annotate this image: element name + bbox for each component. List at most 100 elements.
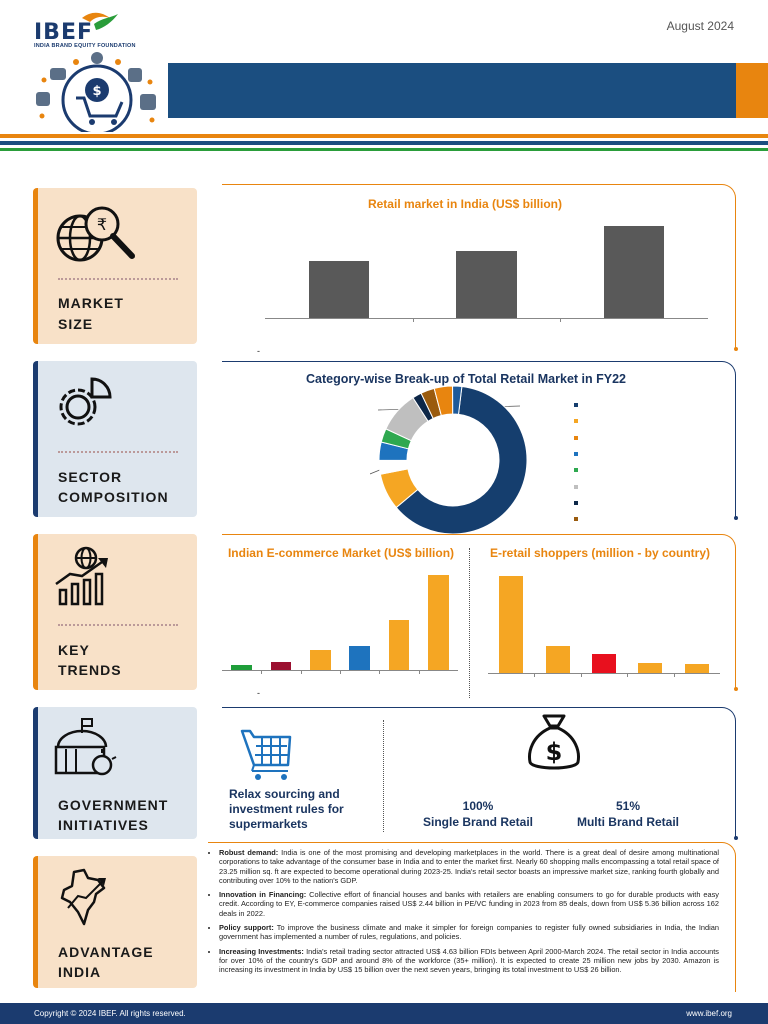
- axis-tick: [580, 673, 582, 677]
- chart-bar: [349, 646, 370, 670]
- axis-tick: [534, 673, 536, 677]
- axis-tick: [379, 670, 381, 674]
- legend-marker: [574, 451, 578, 456]
- chart-bar: [270, 662, 292, 670]
- chart-bar: [456, 251, 517, 318]
- advantage-item: Increasing Investments: India's retail t…: [219, 947, 719, 975]
- axis-tick: [673, 673, 675, 677]
- axis-tick: [418, 670, 420, 674]
- logo-swoosh-icon: [82, 12, 118, 30]
- chart-bar: [388, 619, 410, 670]
- panel-end-dot: [734, 836, 738, 840]
- retail-cart-icon: $: [36, 52, 156, 132]
- svg-text:₹: ₹: [97, 215, 107, 234]
- card-market-size: ₹ MARKET SIZE: [33, 188, 197, 344]
- trends-panel-frame: [222, 534, 736, 690]
- advantage-item: Policy support: To improve the business …: [219, 923, 719, 942]
- composition-legend: [572, 403, 592, 529]
- chart-bar: [545, 645, 570, 673]
- chart-bar: [428, 574, 449, 670]
- chart-bar: [591, 653, 617, 673]
- advantage-list: Robust demand: India is one of the most …: [209, 848, 719, 980]
- card-government-initiatives: GOVERNMENT INITIATIVES: [33, 707, 197, 839]
- market-chart-title: Retail market in India (US$ billion): [367, 197, 563, 211]
- advantage-item: Robust demand: India is one of the most …: [219, 848, 719, 885]
- card-title-line1: MARKET: [58, 295, 124, 311]
- ecommerce-chart-plot: [222, 564, 458, 674]
- multi-brand-label: Multi Brand Retail: [576, 815, 679, 829]
- multi-brand-pct: 51%: [615, 799, 641, 813]
- card-divider: [58, 278, 178, 280]
- panel-end-dot: [734, 687, 738, 691]
- stripe-blue: [0, 141, 768, 145]
- axis-tick: [560, 318, 562, 322]
- legend-marker: [574, 435, 578, 440]
- composition-panel-frame: [222, 361, 736, 519]
- advantage-panel-frame: [208, 842, 736, 992]
- axis-tick: [261, 670, 263, 674]
- panel-end-dot: [734, 516, 738, 520]
- market-chart-plot: [265, 214, 708, 322]
- footer: Copyright © 2024 IBEF. All rights reserv…: [0, 1003, 768, 1024]
- card-sector-composition: SECTOR COMPOSITION: [33, 361, 197, 517]
- chart-bar: [638, 663, 663, 673]
- shopping-cart-icon: [240, 729, 292, 780]
- card-key-trends: KEY TRENDS: [33, 534, 197, 690]
- shoppers-chart-plot: [488, 564, 720, 677]
- market-chart-bars: [265, 214, 708, 322]
- banner-accent: [736, 63, 768, 118]
- axis-tick: [627, 673, 629, 677]
- axis-tick: [300, 670, 302, 674]
- government-building-icon: [54, 718, 117, 776]
- composition-chart-title: Category-wise Break-up of Total Retail M…: [306, 372, 626, 386]
- composition-donut-chart: [370, 385, 528, 535]
- donut-slice: [452, 385, 463, 415]
- axis-tick: [412, 318, 414, 322]
- copyright-text: Copyright © 2024 IBEF. All rights reserv…: [34, 1009, 186, 1018]
- report-date: August 2024: [666, 19, 734, 33]
- sourcing-rules-text: Relax sourcing and investment rules for …: [229, 787, 344, 831]
- card-divider: [58, 624, 178, 626]
- growth-chart-icon: [55, 546, 108, 606]
- chart-bar: [684, 664, 709, 673]
- ecommerce-chart-title: Indian E-commerce Market (US$ billion): [227, 546, 455, 560]
- legend-marker: [574, 468, 578, 473]
- chart-bar: [603, 226, 665, 318]
- legend-marker: [574, 517, 578, 522]
- ibef-logo[interactable]: IBEF: [34, 20, 94, 45]
- card-title-line2: INITIATIVES: [58, 817, 149, 833]
- title-banner: [168, 63, 736, 118]
- panel-end-dot: [734, 347, 738, 351]
- logo-subtitle: INDIA BRAND EQUITY FOUNDATION: [34, 43, 136, 49]
- legend-marker: [574, 403, 578, 407]
- footer-url-link[interactable]: www.ibef.org: [686, 1009, 732, 1018]
- card-title-line2: COMPOSITION: [58, 489, 169, 505]
- advantage-item: Innovation in Financing: Collective effo…: [219, 890, 719, 918]
- shoppers-chart-bars: [488, 564, 720, 677]
- market-panel-frame: [222, 184, 736, 350]
- card-title-line1: KEY: [58, 642, 90, 658]
- axis-tick: [340, 670, 341, 674]
- card-advantage-india: ADVANTAGE INDIA: [33, 856, 197, 988]
- gear-pie-icon: [59, 377, 112, 426]
- gov-panel-frame: [222, 707, 736, 839]
- chart-bar: [499, 575, 524, 673]
- money-bag-icon: $: [528, 714, 580, 770]
- ecommerce-chart-footnote: -: [257, 688, 260, 698]
- legend-marker: [574, 484, 578, 489]
- gov-divider: [383, 720, 384, 832]
- chart-bar: [310, 650, 331, 670]
- stripe-green: [0, 148, 768, 151]
- trends-divider: [469, 548, 470, 698]
- chart-bar: [231, 664, 252, 670]
- india-map-icon: [60, 868, 106, 926]
- card-title-line2: SIZE: [58, 316, 94, 332]
- market-chart-footnote: -: [257, 346, 260, 356]
- stripe-orange: [0, 134, 768, 138]
- ecommerce-chart-bars: [222, 564, 458, 674]
- chart-bar: [308, 260, 370, 318]
- card-title-line2: INDIA: [58, 964, 102, 980]
- globe-magnifier-icon: ₹: [56, 206, 135, 262]
- shoppers-chart-title: E-retail shoppers (million - by country): [489, 546, 711, 560]
- legend-marker: [574, 500, 578, 505]
